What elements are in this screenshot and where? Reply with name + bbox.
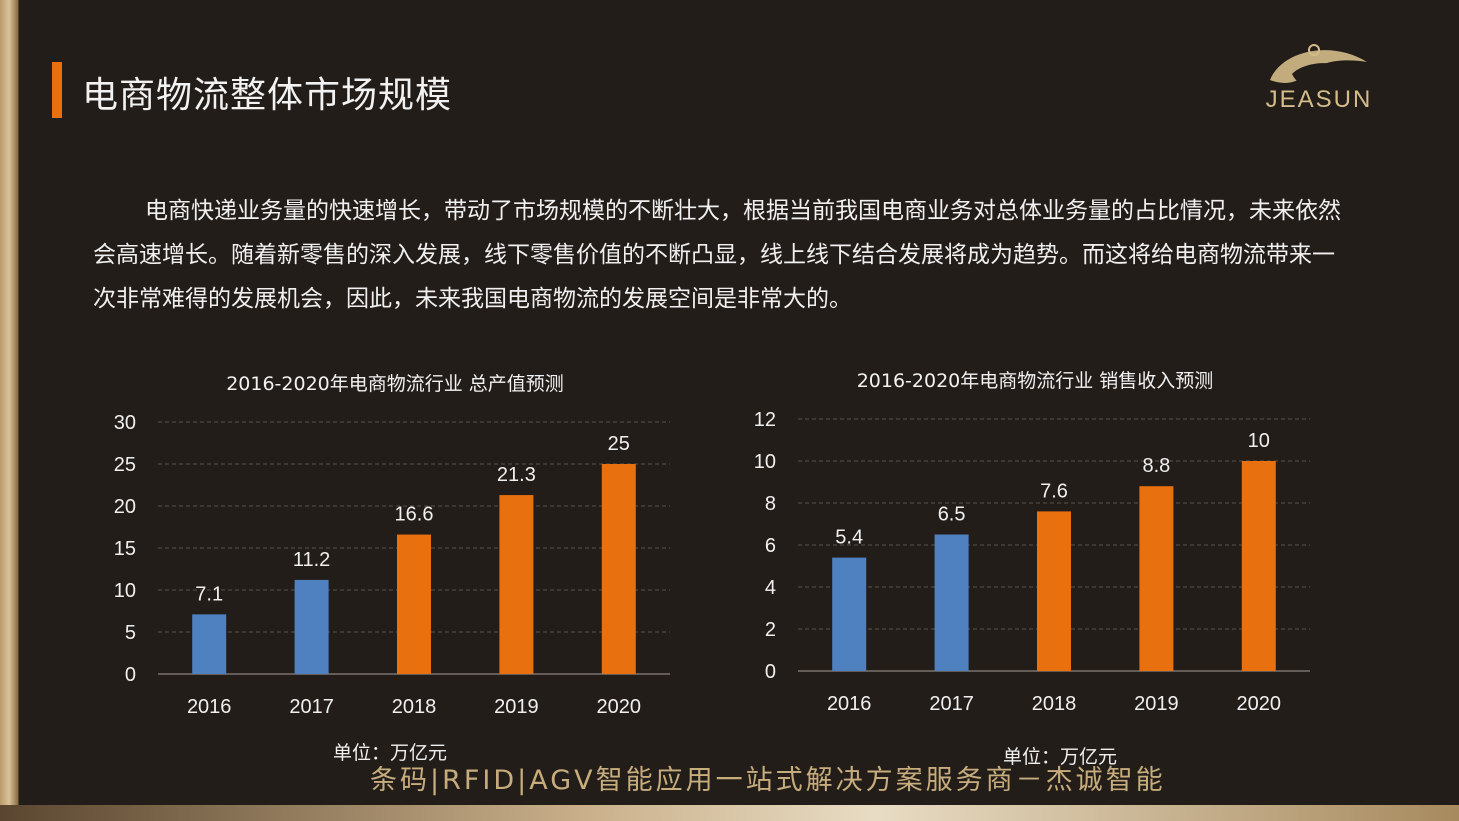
x-tick-label: 2019 xyxy=(494,696,539,718)
bar xyxy=(1241,461,1276,671)
chart-1-title: 2016-2020年电商物流行业 总产值预测 xyxy=(226,373,564,395)
data-label: 25 xyxy=(608,433,630,455)
y-tick-label: 10 xyxy=(754,451,776,473)
data-label: 6.5 xyxy=(938,504,966,526)
intro-paragraph: 电商快递业务量的快速增长，带动了市场规模的不断壮大，根据当前我国电商业务对总体业… xyxy=(93,198,1341,312)
bar xyxy=(1037,511,1071,671)
chart-2-unit: 单位：万亿元 xyxy=(1003,746,1118,768)
data-label: 11.2 xyxy=(293,549,330,571)
x-tick-label: 2020 xyxy=(1237,693,1282,715)
bottom-gold-band xyxy=(0,805,1459,821)
bar xyxy=(832,557,867,671)
data-label: 7.1 xyxy=(195,583,223,605)
bar xyxy=(601,464,636,674)
x-tick-label: 2016 xyxy=(187,696,232,718)
data-label: 21.3 xyxy=(497,464,536,486)
bar xyxy=(1139,486,1174,671)
y-tick-label: 25 xyxy=(114,454,136,476)
data-label: 8.8 xyxy=(1142,455,1170,477)
x-tick-label: 2017 xyxy=(289,696,334,718)
title-accent-bar xyxy=(52,62,62,118)
y-tick-label: 5 xyxy=(125,622,136,644)
y-tick-label: 8 xyxy=(765,493,776,515)
x-tick-label: 2019 xyxy=(1134,693,1179,715)
y-tick-label: 6 xyxy=(765,535,776,557)
chart-1-unit: 单位：万亿元 xyxy=(333,742,448,764)
chart-2-sales-revenue: 0 2 4 6 8 10 12 5.4 2016 6.5 2017 7.6 2018 8.8 2019 10 2… xyxy=(754,409,1310,715)
y-tick-label: 30 xyxy=(114,412,136,434)
chart-1-output-value: 0 5 10 15 20 25 30 7.1 2016 11.2 2017 16.6 2018 21.3 2… xyxy=(114,412,670,718)
y-tick-label: 0 xyxy=(765,661,776,683)
data-label: 16.6 xyxy=(395,504,434,526)
chart-2-title: 2016-2020年电商物流行业 销售收入预测 xyxy=(856,370,1214,392)
data-label: 10 xyxy=(1248,430,1270,452)
logo-text: JEASUN xyxy=(1265,86,1373,113)
x-tick-label: 2017 xyxy=(929,693,974,715)
y-tick-label: 15 xyxy=(114,538,136,560)
y-tick-label: 0 xyxy=(125,664,136,686)
y-tick-label: 4 xyxy=(765,577,776,599)
page-title: 电商物流整体市场规模 xyxy=(82,75,453,116)
footer-slogan: 条码|RFID|AGV智能应用一站式解决方案服务商－杰诚智能 xyxy=(370,765,1166,796)
jeasun-logo-icon xyxy=(1270,44,1367,84)
data-label: 7.6 xyxy=(1040,480,1068,502)
bar xyxy=(397,534,431,674)
data-label: 5.4 xyxy=(835,527,863,549)
x-tick-label: 2020 xyxy=(597,696,642,718)
y-tick-label: 20 xyxy=(114,496,136,518)
y-tick-label: 10 xyxy=(114,580,136,602)
bar xyxy=(499,495,534,674)
bar xyxy=(192,614,227,674)
x-tick-label: 2018 xyxy=(1032,693,1077,715)
bar xyxy=(934,534,969,671)
y-tick-label: 2 xyxy=(765,619,776,641)
x-tick-label: 2016 xyxy=(827,693,872,715)
y-tick-label: 12 xyxy=(754,409,776,431)
x-tick-label: 2018 xyxy=(392,696,437,718)
bar xyxy=(294,579,329,674)
